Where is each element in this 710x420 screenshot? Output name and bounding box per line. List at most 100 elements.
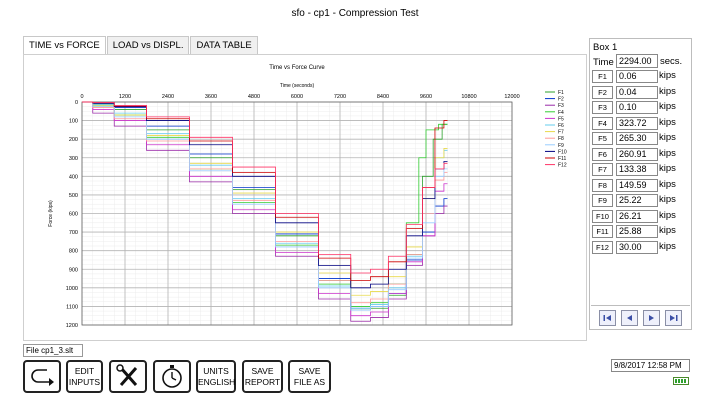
reading-unit: kips [659, 147, 676, 159]
y-tick-label: 300 [69, 156, 78, 162]
legend-label-f9: F9 [558, 143, 564, 149]
edit-inputs-button[interactable]: EDIT INPUTS [66, 360, 103, 393]
legend-label-f8: F8 [558, 136, 564, 142]
reading-name: F10 [592, 209, 613, 223]
y-tick-label: 1200 [66, 323, 78, 329]
next-button[interactable] [643, 310, 660, 326]
prev-button[interactable] [621, 310, 638, 326]
y-tick-label: 1100 [66, 304, 78, 310]
reading-row-f5: F5 265.30 kips [592, 132, 691, 146]
timer-button[interactable] [153, 360, 191, 393]
reading-row-f11: F11 25.88 kips [592, 225, 691, 239]
y-tick-label: 800 [69, 249, 78, 255]
legend-label-f6: F6 [558, 123, 564, 129]
edit-inputs-line1: EDIT [74, 366, 95, 376]
reading-value: 26.21 [616, 209, 658, 223]
file-name: File cp1_3.slt [23, 344, 83, 357]
save-report-button[interactable]: SAVE REPORT [242, 360, 283, 393]
legend-label-f7: F7 [558, 130, 564, 136]
y-tick-label: 600 [69, 212, 78, 218]
time-unit: secs. [660, 56, 683, 67]
reading-name: F9 [592, 194, 613, 207]
prev-icon [627, 315, 632, 321]
window-title: sfo - cp1 - Compression Test [291, 8, 419, 19]
first-button[interactable] [599, 310, 616, 326]
reading-value: 25.88 [616, 225, 658, 238]
legend-label-f11: F11 [558, 156, 566, 162]
reading-row-f3: F3 0.10 kips [592, 101, 691, 115]
reading-unit: kips [659, 101, 676, 112]
last-button[interactable] [665, 310, 682, 326]
reading-unit: kips [659, 240, 676, 252]
y-tick-label: 400 [69, 174, 78, 180]
reading-name: F1 [592, 70, 613, 83]
x-tick-label: 3600 [205, 94, 217, 100]
save-file-as-button[interactable]: SAVE FILE AS [288, 360, 331, 393]
x-tick-label: 10800 [461, 94, 476, 100]
reading-name: F6 [592, 147, 613, 161]
reading-row-f2: F2 0.04 kips [592, 85, 691, 100]
x-axis-label: Time (seconds) [280, 83, 315, 89]
save-report-line2: REPORT [244, 377, 281, 387]
reading-unit: kips [659, 178, 676, 190]
tools-button[interactable] [109, 360, 147, 393]
y-axis-label: Force (kips) [48, 200, 54, 227]
reading-name: F12 [592, 240, 613, 254]
legend-label-f4: F4 [558, 110, 564, 116]
box1-title: Box 1 [593, 42, 618, 53]
legend-label-f2: F2 [558, 97, 564, 103]
reading-row-f6: F6 260.91 kips [592, 147, 691, 162]
return-arrow-icon [31, 369, 54, 386]
battery-icon [673, 377, 689, 385]
x-tick-label: 0 [80, 94, 83, 100]
reading-name: F3 [592, 101, 613, 114]
back-button[interactable] [23, 360, 61, 393]
legend-label-f5: F5 [558, 116, 564, 122]
legend-label-f10: F10 [558, 149, 567, 155]
legend-label-f3: F3 [558, 103, 564, 109]
reading-unit: kips [659, 116, 676, 128]
units-button[interactable]: UNITS ENGLISH [196, 360, 236, 393]
reading-value: 323.72 [616, 116, 658, 130]
y-tick-label: 200 [69, 137, 78, 143]
tab-time-vs-force[interactable]: TIME vs FORCE [23, 36, 106, 56]
reading-value: 0.10 [616, 101, 658, 114]
reading-row-f9: F9 25.22 kips [592, 194, 691, 208]
reading-name: F7 [592, 163, 613, 176]
reading-row-f7: F7 133.38 kips [592, 163, 691, 177]
tab-data-table[interactable]: DATA TABLE [190, 36, 258, 55]
first-icon [603, 315, 611, 321]
reading-name: F2 [592, 85, 613, 99]
time-label: Time [593, 57, 614, 68]
tools-icon [116, 364, 138, 386]
reading-unit: kips [659, 70, 676, 81]
reading-name: F4 [592, 116, 613, 130]
reading-unit: kips [659, 163, 676, 174]
stopwatch-icon [162, 365, 182, 388]
tab-load-vs-displ[interactable]: LOAD vs DISPL. [106, 36, 190, 55]
x-tick-label: 8400 [377, 94, 389, 100]
reading-unit: kips [659, 85, 676, 97]
save-file-as-line2: FILE AS [293, 377, 326, 387]
chart-title: Time vs Force Curve [269, 65, 325, 71]
box1-nav [591, 305, 690, 328]
series-line-f12 [82, 101, 448, 274]
reading-row-f12: F12 30.00 kips [592, 240, 691, 255]
reading-value: 133.38 [616, 163, 658, 176]
time-value: 2294.00 [616, 54, 658, 68]
tab-bar: TIME vs FORCE LOAD vs DISPL. DATA TABLE [23, 36, 259, 56]
reading-row-f10: F10 26.21 kips [592, 209, 691, 224]
x-tick-label: 7200 [334, 94, 346, 100]
chart-panel: 0 1200 2400 3600 4800 6000 7200 8400 9600 10800 12… [23, 54, 587, 341]
units-line2: ENGLISH [198, 377, 236, 387]
y-tick-label: 0 [75, 100, 78, 106]
reading-name: F5 [592, 132, 613, 145]
x-tick-label: 12000 [504, 94, 519, 100]
save-report-line1: SAVE [251, 366, 274, 376]
x-tick-label: 6000 [291, 94, 303, 100]
reading-value: 149.59 [616, 178, 658, 192]
reading-value: 30.00 [616, 240, 658, 254]
reading-unit: kips [659, 225, 676, 236]
next-icon [649, 315, 654, 321]
edit-inputs-line2: INPUTS [68, 377, 101, 387]
